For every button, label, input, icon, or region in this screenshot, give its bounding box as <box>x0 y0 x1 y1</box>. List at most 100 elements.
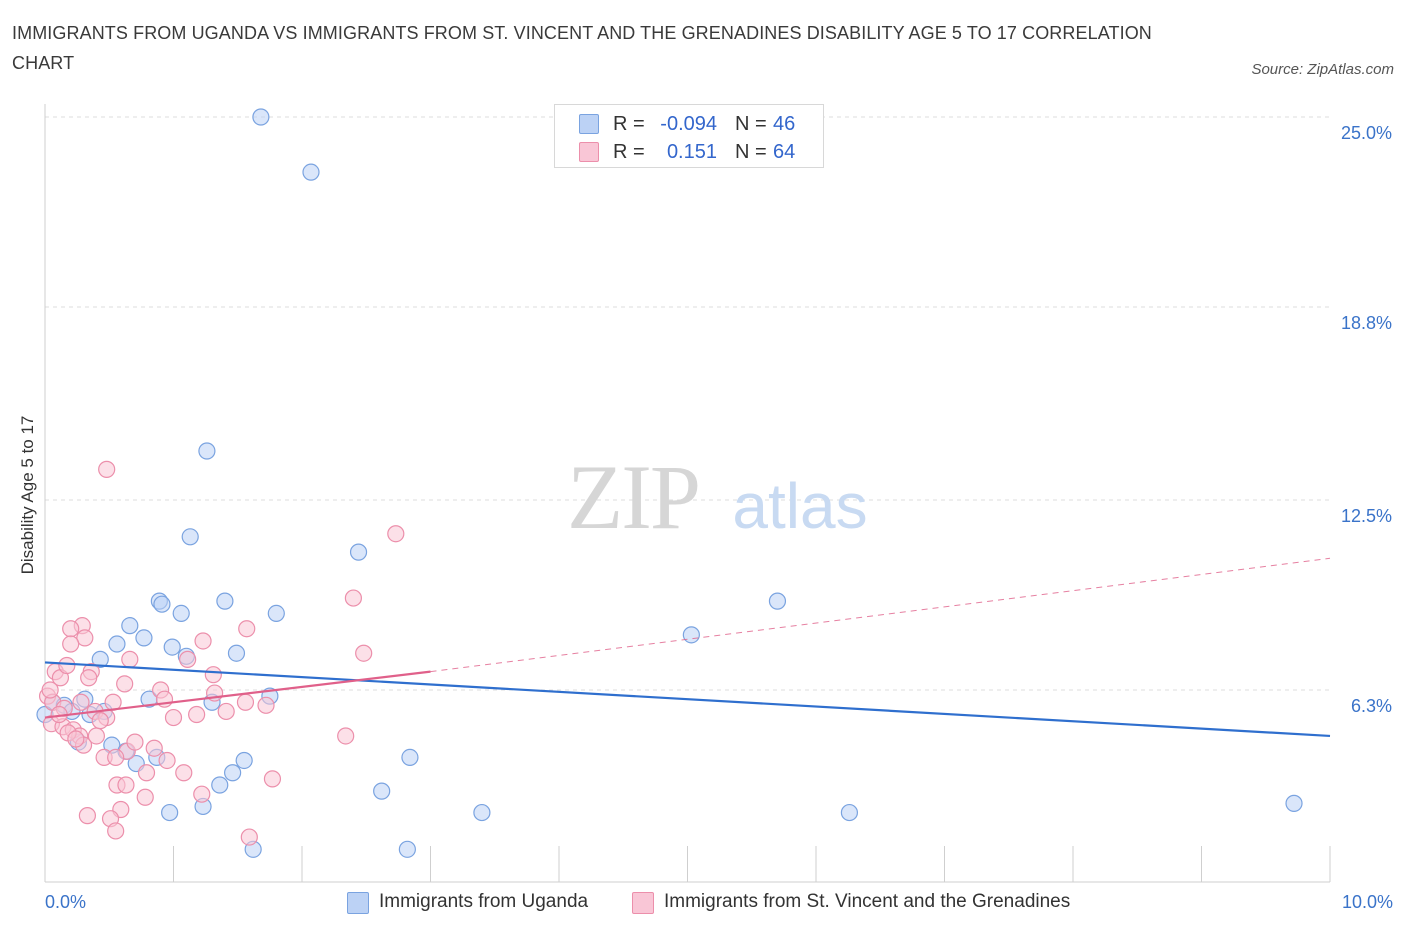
uganda-point-40 <box>768 592 787 610</box>
uganda-point-15 <box>91 650 109 668</box>
stvincent-point-43 <box>193 785 211 803</box>
stvincent-point-52 <box>87 727 106 745</box>
stvincent-r-value: 0.151 <box>666 141 717 163</box>
uganda-r-value: -0.094 <box>660 113 717 135</box>
stvincent-point-51 <box>67 730 85 748</box>
uganda-point-12 <box>108 635 126 653</box>
stvincent-point-11 <box>179 650 197 668</box>
stvincent-legend-swatch <box>632 892 654 914</box>
uganda-point-38 <box>401 748 419 767</box>
stvincent-point-60 <box>188 705 206 724</box>
uganda-r-label: R = <box>613 113 645 135</box>
uganda-point-7 <box>153 595 171 613</box>
stats-legend: R = -0.094 N = 46 R = 0.151 N = 64 <box>554 104 824 168</box>
stvincent-point-41 <box>117 776 135 794</box>
uganda-point-8 <box>172 604 190 622</box>
chart-title: IMMIGRANTS FROM UGANDA VS IMMIGRANTS FRO… <box>12 23 1152 73</box>
axes-layer <box>44 104 1331 883</box>
stvincent-point-31 <box>236 693 255 711</box>
stvincent-point-36 <box>107 748 125 767</box>
stvincent-point-6 <box>238 620 256 638</box>
uganda-point-9 <box>267 604 285 622</box>
uganda-swatch <box>579 114 599 134</box>
stvincent-point-58 <box>58 656 76 675</box>
stvincent-point-10 <box>121 650 139 668</box>
stvincent-point-42 <box>136 788 154 806</box>
stvincent-point-16 <box>204 666 222 684</box>
stvincent-point-2 <box>344 589 362 607</box>
stvincent-point-57 <box>41 681 59 699</box>
stvincent-point-39 <box>175 764 193 782</box>
uganda-point-13 <box>163 638 181 656</box>
uganda-point-2 <box>198 442 216 460</box>
stvincent-point-7 <box>62 635 80 653</box>
uganda-point-45 <box>398 840 416 858</box>
stvincent-point-0 <box>98 460 116 478</box>
stvincent-point-38 <box>137 764 156 782</box>
stvincent-point-48 <box>107 822 125 840</box>
y-tick-label-3: 25.0% <box>1341 123 1392 143</box>
stvincent-trend-extension <box>430 557 1331 673</box>
stvincent-point-49 <box>240 828 258 846</box>
x-tick-label-0: 0.0% <box>45 892 86 912</box>
uganda-point-0 <box>252 108 270 126</box>
stvincent-point-17 <box>116 675 134 693</box>
uganda-point-43 <box>1285 794 1303 812</box>
uganda-n-label: N = <box>735 113 767 135</box>
stvincent-point-63 <box>145 739 163 757</box>
uganda-point-6 <box>216 592 234 610</box>
stvincent-point-44 <box>263 770 282 788</box>
stvincent-point-23 <box>72 693 90 711</box>
uganda-legend-swatch <box>347 892 369 914</box>
uganda-trend-line <box>44 661 1331 738</box>
watermark-atlas: atlas <box>732 470 867 542</box>
uganda-point-4 <box>349 543 368 561</box>
uganda-point-35 <box>373 782 391 800</box>
stvincent-point-32 <box>257 696 275 714</box>
stvincent-point-1 <box>387 525 405 543</box>
stvincent-point-15 <box>80 669 98 687</box>
uganda-point-34 <box>211 776 229 794</box>
y-tick-label-2: 18.8% <box>1341 313 1392 333</box>
uganda-point-39 <box>473 803 491 822</box>
stvincent-point-8 <box>194 632 212 650</box>
stvincent-point-61 <box>217 702 235 721</box>
stvincent-point-4 <box>62 620 80 638</box>
stvincent-n-label: N = <box>735 141 767 163</box>
stvincent-point-5 <box>76 629 94 647</box>
trend-lines <box>44 557 1331 738</box>
source-label: Source: ZipAtlas.com <box>1251 61 1394 78</box>
uganda-point-41 <box>682 626 700 644</box>
stvincent-r-label: R = <box>613 141 645 163</box>
stvincent-point-30 <box>164 708 183 727</box>
stvincent-point-54 <box>91 712 109 730</box>
uganda-point-32 <box>235 751 253 770</box>
stvincent-trend-line <box>44 670 431 719</box>
y-tick-label-0: 6.3% <box>1351 696 1392 716</box>
uganda-point-42 <box>840 803 859 822</box>
uganda-point-37 <box>161 803 179 822</box>
stvincent-legend-label: Immigrants from St. Vincent and the Gren… <box>664 891 1071 912</box>
uganda-n-value: 46 <box>773 113 796 135</box>
stvincent-point-62 <box>337 727 355 745</box>
watermark: ZIP atlas <box>567 446 868 548</box>
tick-labels: 6.3% 12.5% 18.8% 25.0% 0.0% 10.0% <box>45 123 1393 912</box>
uganda-point-14 <box>227 644 246 662</box>
uganda-point-11 <box>135 629 153 647</box>
stvincent-point-37 <box>158 751 176 770</box>
y-tick-label-1: 12.5% <box>1341 506 1392 526</box>
uganda-point-10 <box>121 617 139 635</box>
stvincent-point-46 <box>78 807 97 825</box>
stvincent-point-9 <box>355 644 373 662</box>
watermark-zip: ZIP <box>567 446 699 548</box>
stvincent-n-value: 64 <box>773 141 796 163</box>
stvincent-swatch <box>579 142 599 162</box>
uganda-point-33 <box>224 764 242 782</box>
uganda-legend-label: Immigrants from Uganda <box>379 891 589 912</box>
uganda-point-1 <box>302 163 320 181</box>
uganda-point-3 <box>181 528 199 546</box>
series-stvincent-points <box>38 460 405 846</box>
x-tick-label-1: 10.0% <box>1342 892 1393 912</box>
stvincent-point-55 <box>126 733 144 751</box>
